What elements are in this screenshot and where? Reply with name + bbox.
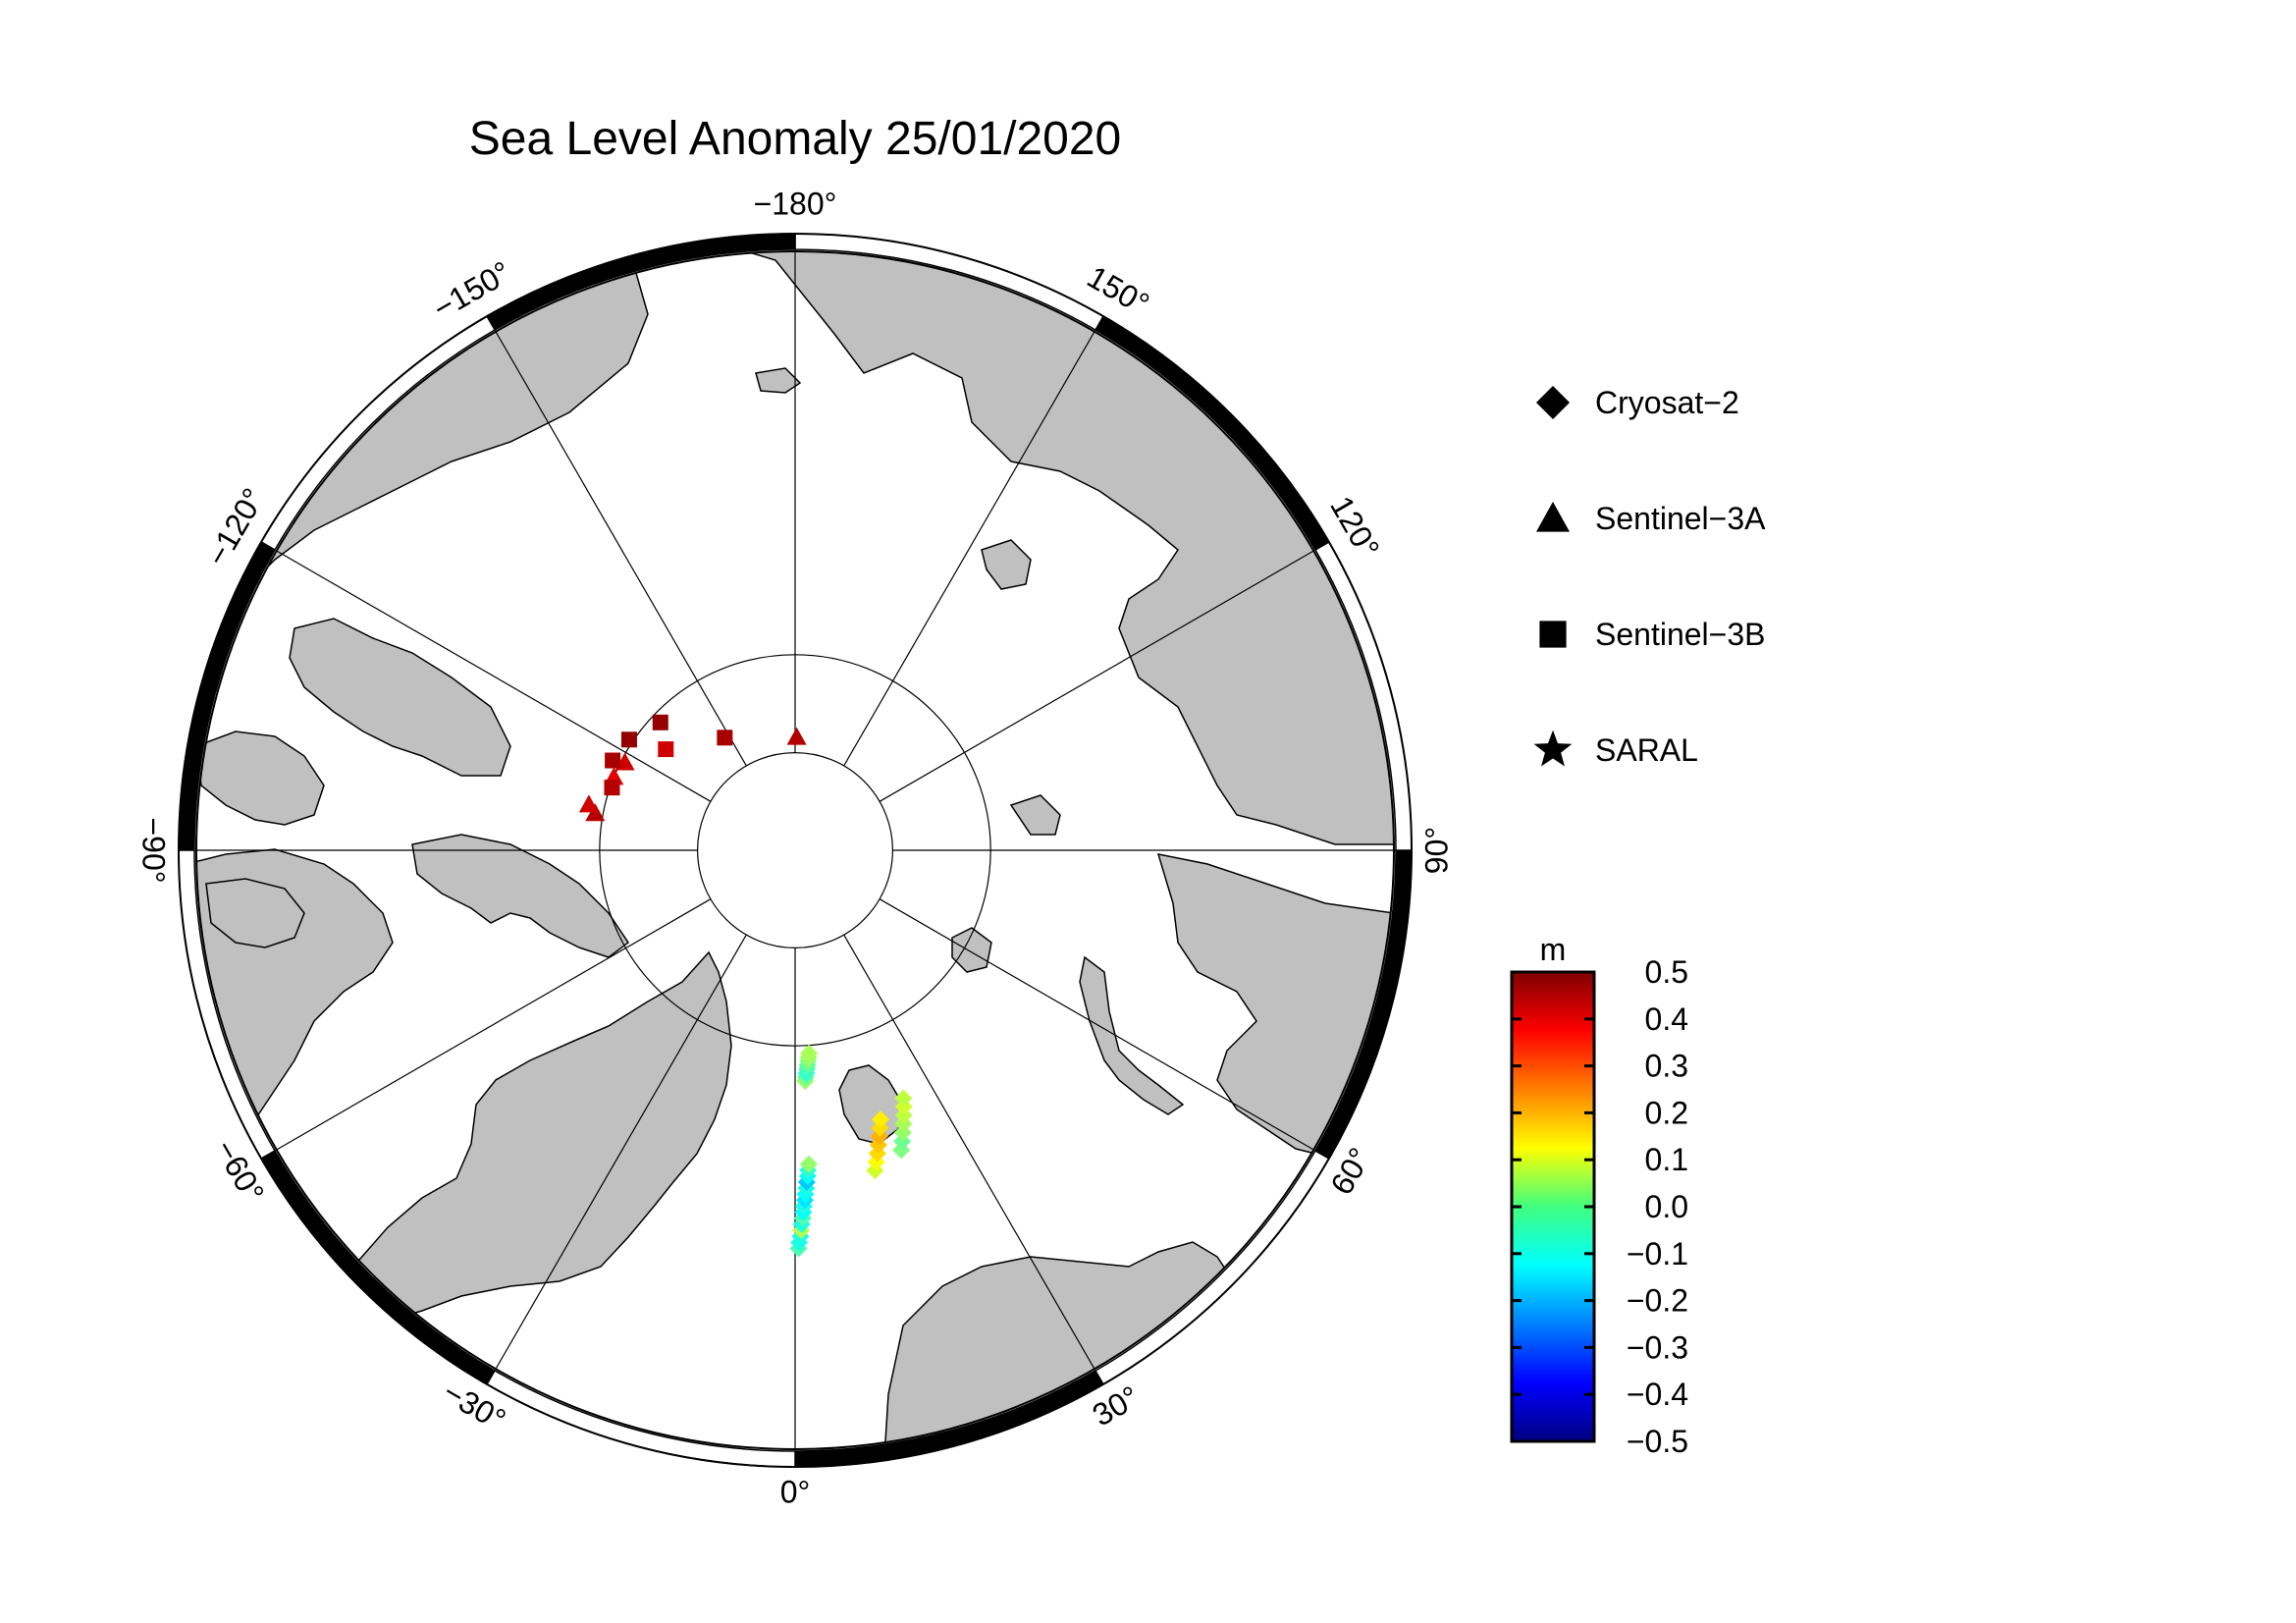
legend-item-label: Sentinel−3B (1595, 617, 1765, 652)
satellite-legend: Cryosat−2 Sentinel−3A Sentinel−3B SARAL (1533, 385, 1766, 768)
cryosat-2-marker (871, 1110, 889, 1129)
sentinel-3b-marker (652, 714, 668, 730)
colorbar: m 0.5 0.4 0.3 0.2 0.1 0.0 −0.1 −0.2 −0.3 −0.4 −0.5 (1510, 932, 1688, 1459)
ellesmere-island-land (289, 618, 511, 777)
northern-russia-land (1156, 853, 1394, 1180)
meridian-line (843, 934, 1095, 1370)
longitude-label: −90° (136, 817, 172, 883)
legend-item-label: Sentinel−3A (1595, 501, 1766, 536)
cryosat-2-marker (800, 1044, 819, 1062)
colorbar-tick-label: −0.4 (1627, 1377, 1688, 1412)
colorbar-tick-label: −0.3 (1627, 1329, 1688, 1365)
meridian-line (276, 550, 712, 802)
longitude-label: −180° (754, 186, 837, 221)
meridian-line (276, 898, 712, 1151)
legend-item-label: Cryosat−2 (1595, 385, 1739, 420)
meridian-line (879, 550, 1314, 802)
colorbar-tick-label: 0.4 (1645, 1001, 1688, 1037)
frame-outer-edge (178, 233, 1413, 1468)
cryosat-2-marker (799, 1155, 818, 1173)
legend-item-label: SARAL (1595, 732, 1698, 768)
colorbar-tick-label: −0.5 (1627, 1424, 1688, 1459)
meridian-line (495, 331, 747, 767)
triangle-icon (1536, 502, 1570, 532)
graticule-layer (196, 251, 1394, 1449)
baffin-island-land (411, 834, 630, 958)
longitude-label: 0° (780, 1474, 811, 1509)
queen-elizabeth-islands-land (196, 730, 325, 826)
svalbard-land (838, 1064, 904, 1145)
new-siberian-islands-land (981, 539, 1032, 590)
colorbar-tick-label: 0.1 (1645, 1142, 1688, 1177)
colorbar-tick-label: −0.1 (1627, 1236, 1688, 1271)
meridian-line (843, 331, 1095, 767)
colorbar-ramp (1510, 970, 1596, 1443)
novaya-zemlya-land (1079, 955, 1185, 1115)
map-boundary (195, 250, 1395, 1450)
cryosat-2-marker (894, 1089, 913, 1108)
colorbar-tick-label: 0.2 (1645, 1095, 1688, 1130)
severnaya-zemlya-land (1009, 794, 1061, 836)
polar-map: 0°30°60°90°120°150°−180°−150°−120°−90°−6… (136, 186, 1455, 1509)
colorbar-unit: m (1540, 932, 1567, 967)
wrangel-island-land (755, 367, 802, 394)
map-frame (178, 233, 1413, 1468)
longitude-label: 90° (1418, 827, 1454, 874)
franz-josef-land (951, 927, 992, 973)
colorbar-tick-label: 0.3 (1645, 1049, 1688, 1084)
sentinel-3a-marker (786, 727, 807, 745)
sentinel-3b-marker (620, 731, 637, 748)
sentinel-3b-marker (658, 741, 674, 758)
colorbar-tick-label: 0.5 (1645, 954, 1688, 990)
sentinel-3b-marker (604, 780, 620, 796)
colorbar-tick-label: 0.0 (1645, 1189, 1688, 1224)
sentinel-3b-marker (605, 752, 621, 769)
diamond-icon (1536, 386, 1570, 419)
colorbar-tick-label: −0.2 (1627, 1283, 1688, 1319)
sla-data-layer (578, 714, 913, 1258)
colorbar-ticks: 0.5 0.4 0.3 0.2 0.1 0.0 −0.1 −0.2 −0.3 −0.4 −0.5 (1512, 954, 1688, 1459)
sentinel-3b-marker (717, 730, 733, 746)
map-title: Sea Level Anomaly 25/01/2020 (469, 113, 1122, 165)
meridian-line (495, 934, 747, 1370)
sentinel-3a-marker (578, 794, 599, 813)
star-icon (1533, 730, 1573, 767)
victoria-island-land (205, 878, 305, 948)
meridian-line (879, 898, 1314, 1151)
square-icon (1539, 621, 1567, 648)
